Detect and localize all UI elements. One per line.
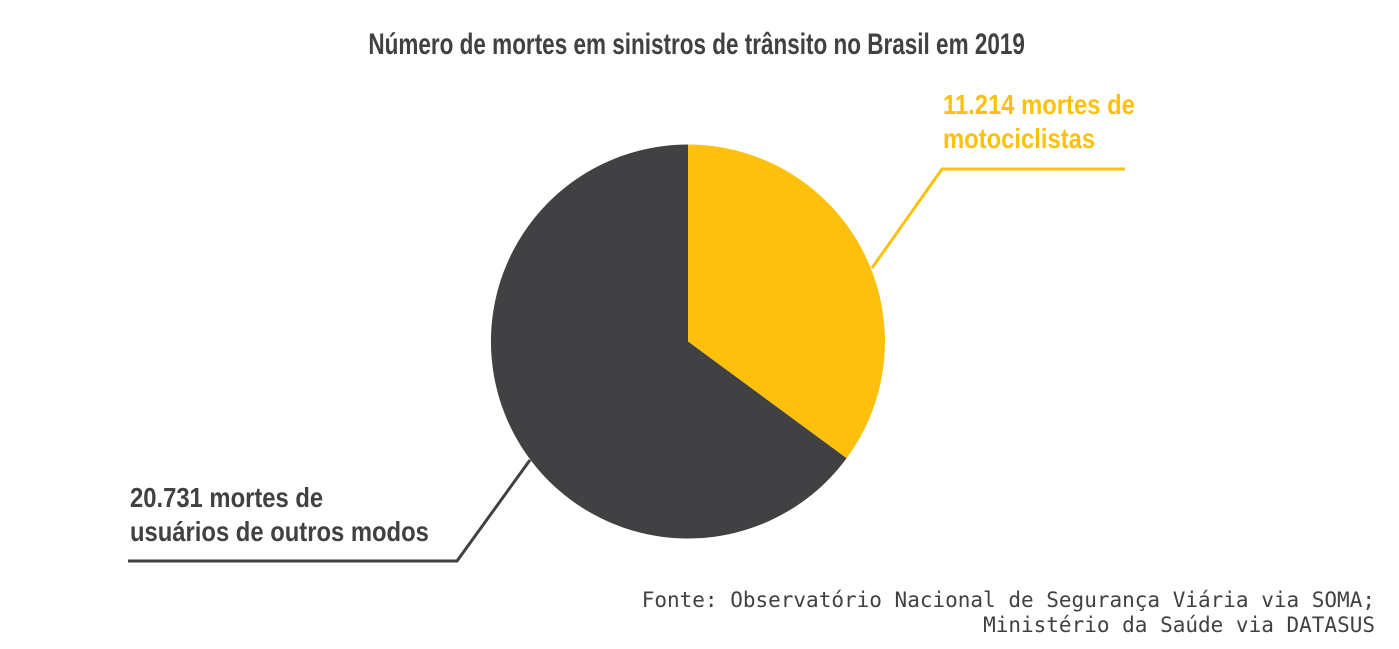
callout-line-others [128,459,532,563]
annotation-others-line2: usuários de outros modos [130,516,429,547]
pie-chart [490,144,885,539]
pie-slice-mortes-de-motociclistas [688,144,885,459]
source-note-line1: Fonte: Observatório Nacional de Seguranç… [641,588,1375,612]
annotation-others-line1: 20.731 mortes de [130,482,324,513]
source-note-line2: Ministério da Saúde via DATASUS [983,613,1375,637]
chart-title: Número de mortes em sinistros de trânsit… [0,28,1393,62]
annotation-motorcyclists-line1: 11.214 mortes de [943,89,1135,120]
annotation-motorcyclists-line2: motociclistas [943,123,1096,154]
chart-title-text: Número de mortes em sinistros de trânsit… [368,28,1025,61]
annotation-others: 20.731 mortes de usuários de outros modo… [130,481,429,549]
pie-slice-mortes-de-usuários-de-outros-modos [490,144,847,539]
annotation-motorcyclists: 11.214 mortes de motociclistas [943,88,1135,156]
callout-line-motorcyclists [870,167,1125,269]
source-note: Fonte: Observatório Nacional de Seguranç… [642,588,1375,638]
